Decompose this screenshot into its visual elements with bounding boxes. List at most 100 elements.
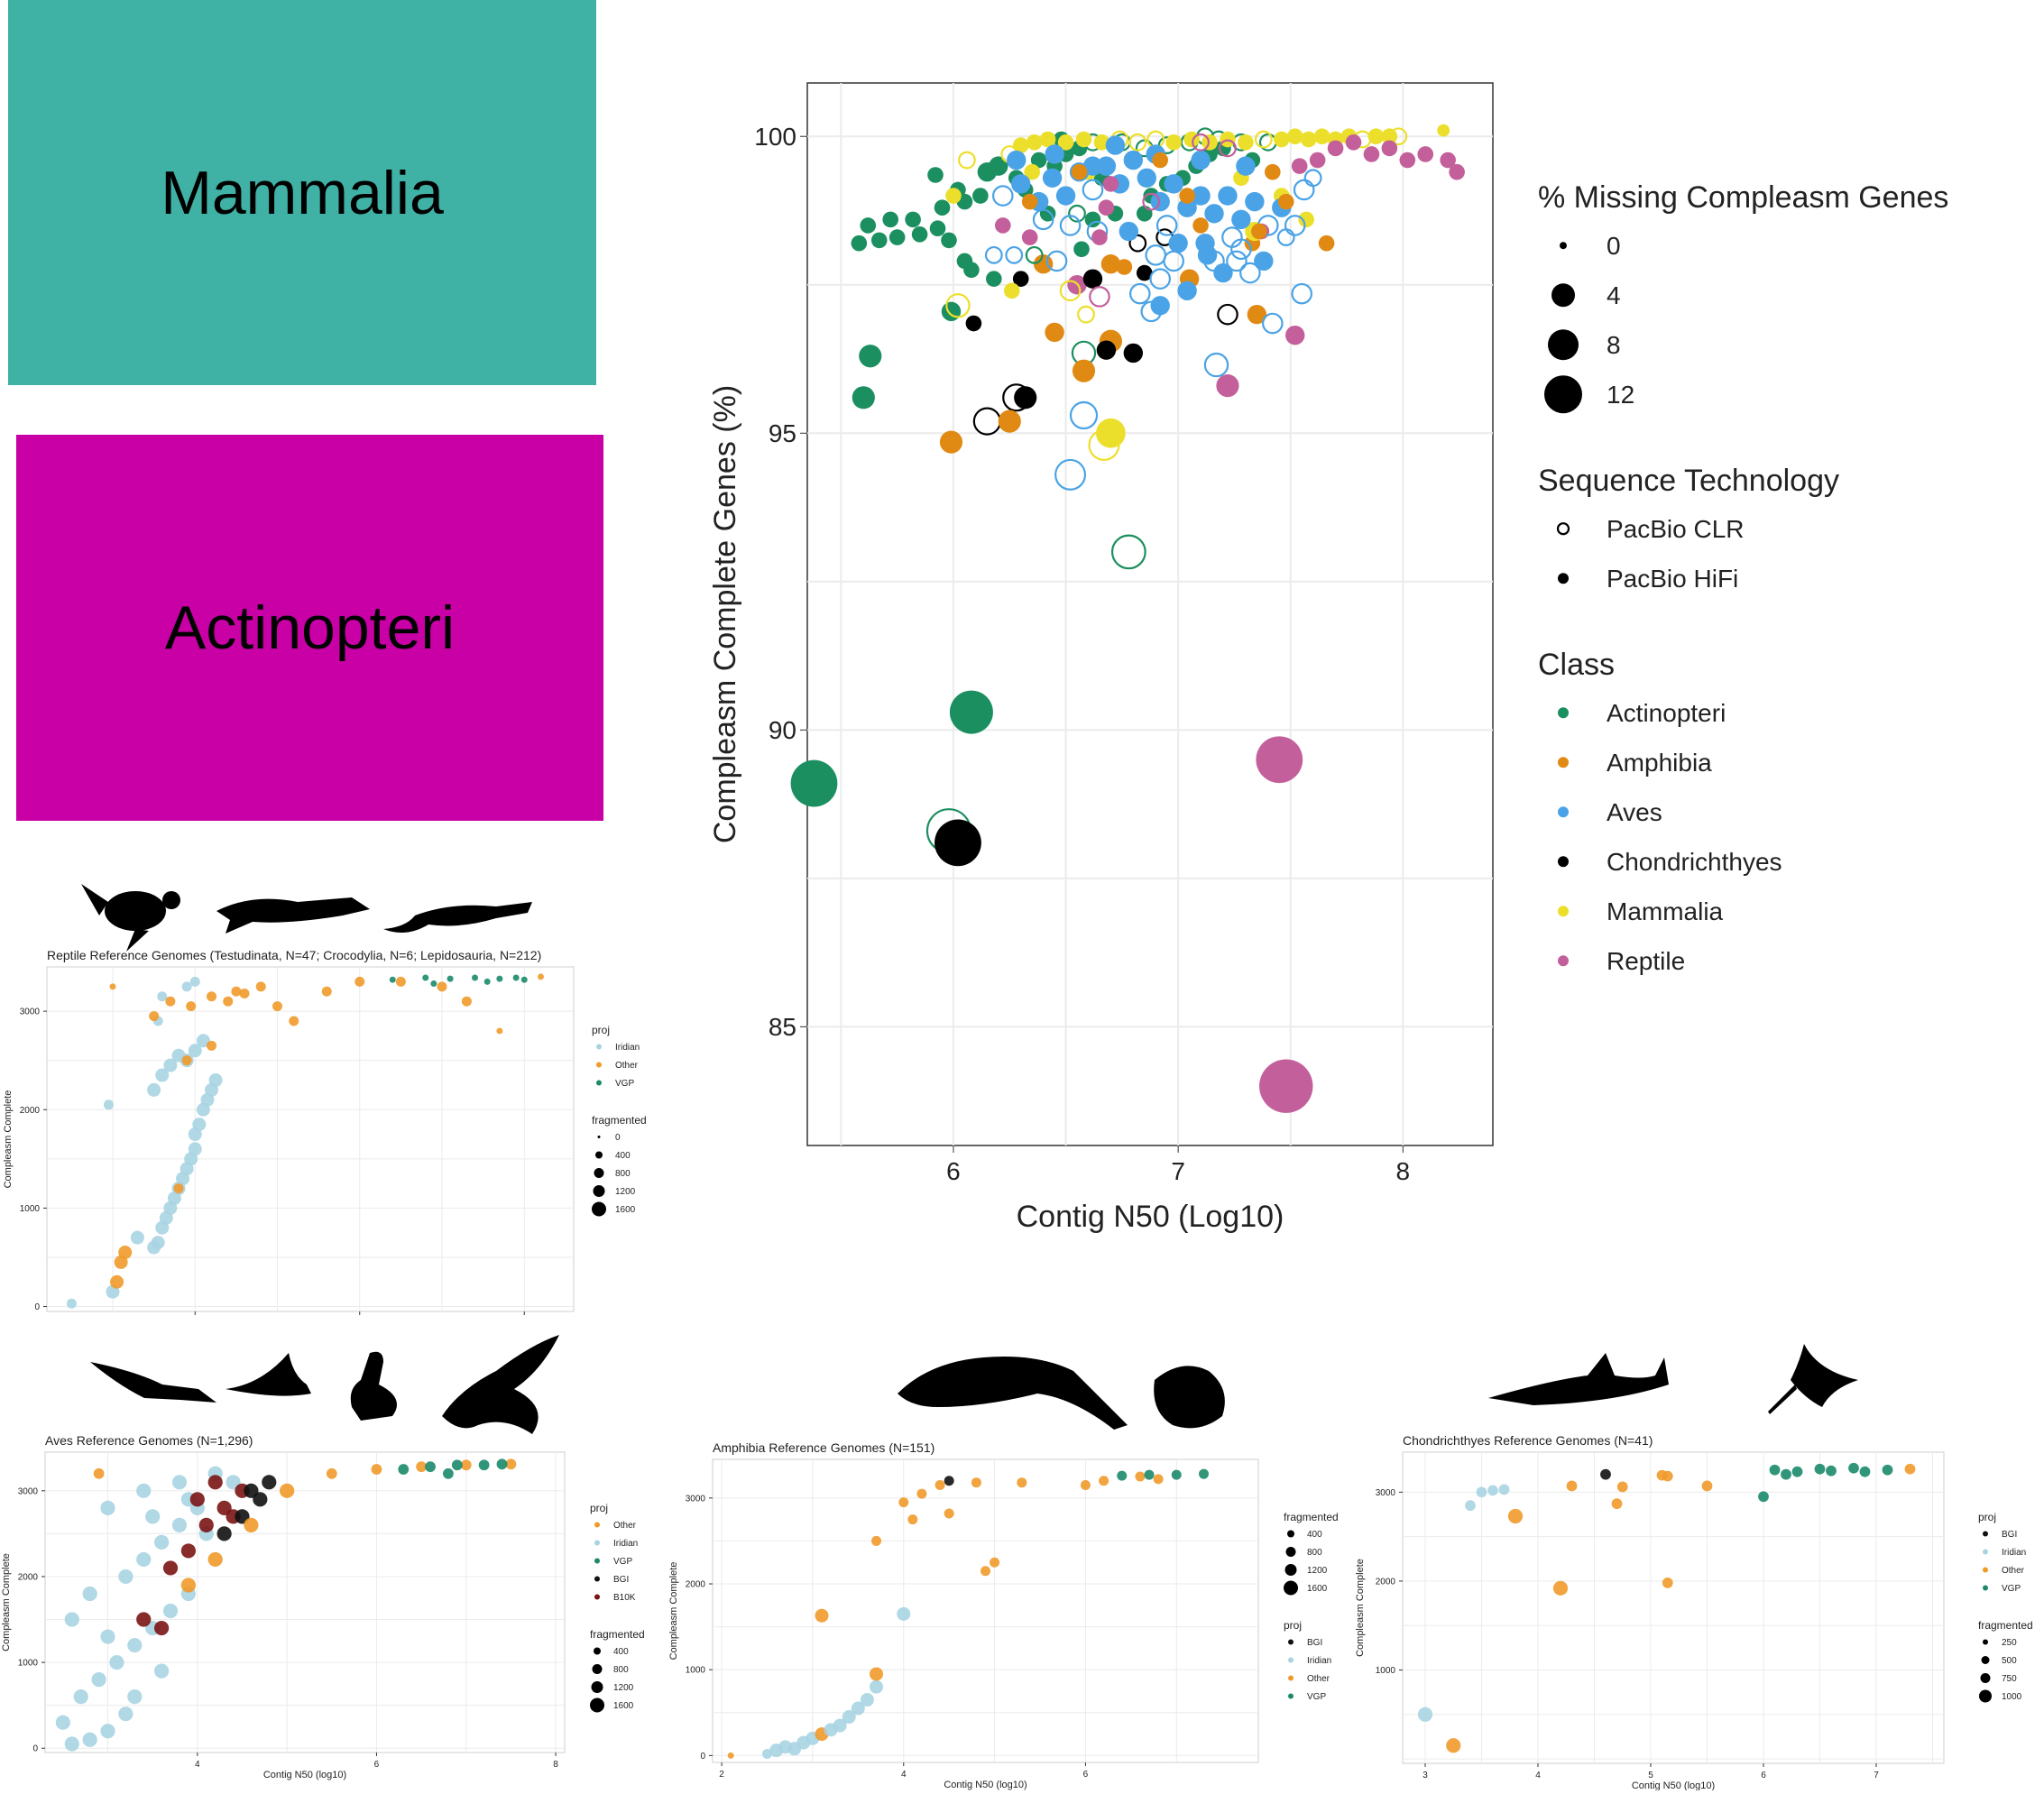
frog-icon	[1154, 1366, 1225, 1429]
legend-key	[1981, 1656, 1990, 1664]
legend-title: proj	[1978, 1511, 1996, 1523]
data-point	[1110, 534, 1146, 570]
legend-title: Class	[1538, 648, 1615, 682]
plot-area	[1402, 1451, 1945, 1764]
data-point	[1096, 340, 1117, 360]
data-point	[145, 1509, 161, 1524]
legend-key	[594, 1168, 604, 1178]
legend-key	[594, 1558, 600, 1564]
data-point	[1168, 233, 1188, 253]
data-point	[870, 232, 888, 249]
data-point	[239, 988, 250, 998]
data-point	[1389, 127, 1408, 146]
data-point	[130, 1230, 144, 1245]
data-point	[1192, 133, 1210, 152]
x-tick-label: 3	[1423, 1771, 1428, 1780]
data-point	[1309, 152, 1326, 169]
data-point	[1095, 418, 1126, 448]
chondrichthyes-silhouettes	[1488, 1344, 1858, 1414]
data-point	[815, 1608, 829, 1623]
data-point	[888, 229, 906, 245]
data-point	[990, 1557, 1000, 1568]
data-point	[958, 151, 976, 170]
data-point	[984, 245, 1003, 264]
data-point	[149, 1011, 160, 1022]
legend-label: Iridian	[615, 1043, 640, 1053]
legend-title: proj	[592, 1024, 610, 1036]
data-point	[1171, 1469, 1182, 1480]
data-point	[430, 980, 437, 988]
data-point	[1498, 1484, 1510, 1495]
y-tick-label: 0	[32, 1744, 38, 1754]
data-point	[192, 1118, 207, 1132]
data-point	[1291, 158, 1308, 174]
data-point	[1239, 262, 1261, 284]
data-point	[870, 1667, 883, 1681]
data-point	[1213, 262, 1233, 283]
data-point	[1177, 198, 1197, 217]
data-point	[935, 819, 981, 867]
data-point	[1045, 250, 1068, 272]
data-point	[1165, 134, 1182, 151]
legend-key	[1983, 1567, 1988, 1573]
data-point	[1072, 359, 1096, 382]
data-point	[1662, 1578, 1673, 1588]
y-tick-label: 2000	[686, 1580, 706, 1590]
legend-label: PacBio HiFi	[1607, 565, 1738, 593]
legend-label: 1600	[613, 1701, 634, 1711]
data-point	[64, 1736, 79, 1752]
data-point	[162, 1560, 179, 1576]
data-point	[1381, 128, 1398, 145]
data-point	[1012, 271, 1029, 287]
data-point	[965, 315, 982, 332]
data-point	[971, 1477, 981, 1488]
data-point	[1100, 254, 1121, 274]
data-point	[1859, 1466, 1871, 1477]
x-tick-label: 2	[719, 1770, 724, 1780]
data-point	[1082, 156, 1103, 176]
data-point	[1098, 199, 1115, 216]
legend-label: 1200	[1307, 1566, 1328, 1576]
data-point	[255, 981, 266, 992]
data-point	[1262, 312, 1284, 335]
legend-label: Iridian	[613, 1539, 638, 1549]
legend-key	[594, 1522, 600, 1528]
data-point	[1011, 174, 1031, 194]
plot-area	[712, 1458, 1259, 1763]
legend-key	[596, 1080, 602, 1086]
legend-key	[1551, 283, 1575, 308]
data-point	[91, 1672, 106, 1688]
data-point	[326, 1467, 337, 1479]
data-point	[1327, 140, 1344, 157]
data-point	[871, 1535, 881, 1546]
data-point	[1135, 1471, 1146, 1482]
data-point	[321, 986, 332, 997]
data-point	[289, 1016, 299, 1026]
plot-area	[46, 966, 575, 1312]
data-point	[1701, 1480, 1713, 1492]
data-point	[1068, 204, 1086, 223]
legend-key	[591, 1681, 603, 1693]
data-point	[151, 1236, 165, 1250]
data-point	[1017, 1477, 1027, 1488]
data-point	[1119, 221, 1139, 242]
data-point	[538, 973, 544, 980]
legend-label: 250	[2002, 1638, 2017, 1648]
data-point	[998, 409, 1021, 433]
legend-label: Actinopteri	[1607, 699, 1726, 727]
data-point	[171, 1475, 188, 1490]
legend-key	[1558, 856, 1569, 868]
legend-key	[1979, 1689, 1992, 1703]
data-point	[1128, 282, 1151, 305]
legend-key	[1983, 1549, 1988, 1555]
data-point	[851, 235, 868, 252]
data-point	[1096, 156, 1117, 176]
data-point	[1136, 264, 1153, 281]
data-point	[103, 1099, 114, 1110]
legend-label: Other	[613, 1521, 637, 1531]
data-point	[154, 1534, 170, 1550]
legend-title: fragmented	[1284, 1511, 1339, 1523]
data-point	[1345, 134, 1362, 151]
legend-label: Aves	[1607, 798, 1662, 826]
data-point	[1007, 150, 1027, 170]
